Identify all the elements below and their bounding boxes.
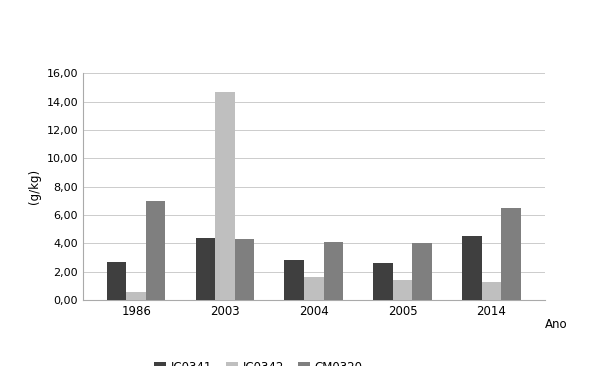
Legend: JC0341, JC0342, CM0320: JC0341, JC0342, CM0320 <box>149 356 368 366</box>
Bar <box>107 262 127 300</box>
Bar <box>482 282 501 300</box>
Bar <box>146 201 166 300</box>
Bar <box>215 92 235 300</box>
Bar <box>501 208 521 300</box>
Bar <box>304 277 324 300</box>
Bar <box>324 242 343 300</box>
Bar <box>374 263 393 300</box>
Bar <box>196 238 215 300</box>
Y-axis label: (g/kg): (g/kg) <box>28 169 41 204</box>
Text: Ano: Ano <box>545 318 567 331</box>
Bar <box>127 292 146 300</box>
Bar <box>462 236 482 300</box>
Bar <box>234 239 255 300</box>
Bar <box>285 261 304 300</box>
Bar <box>413 243 432 300</box>
Bar <box>393 280 413 300</box>
